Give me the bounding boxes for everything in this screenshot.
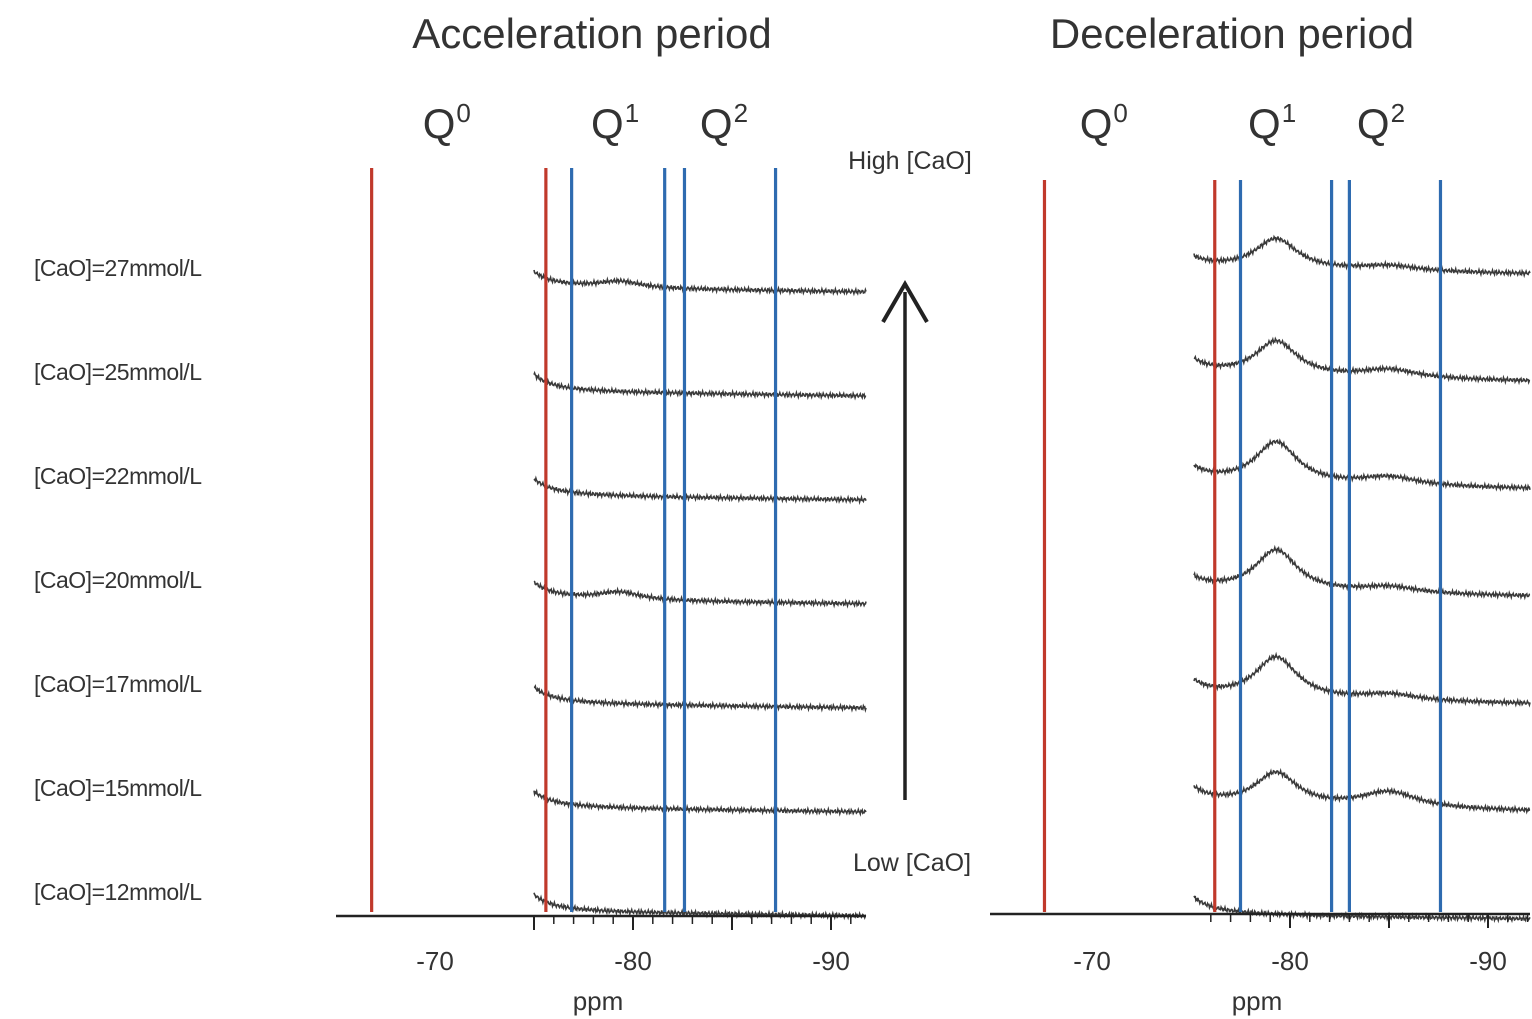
x-tick-label: -80 <box>614 946 652 976</box>
spectrum-trace <box>533 684 867 713</box>
species-label-q0: Q0 <box>1080 98 1128 147</box>
species-label-q1: Q1 <box>1248 98 1296 147</box>
x-tick-label: -90 <box>1469 946 1507 976</box>
spectrum-trace <box>1193 651 1531 708</box>
spectrum-trace <box>533 475 867 506</box>
spectrum-trace <box>1193 895 1531 924</box>
high-cao-label: High [CaO] <box>848 147 972 175</box>
spectrum-trace <box>533 788 867 817</box>
series-label: [CaO]=20mmol/L <box>34 567 202 593</box>
spectrum-trace <box>1193 336 1531 386</box>
series-label: [CaO]=25mmol/L <box>34 359 202 385</box>
x-tick-label: -90 <box>812 946 850 976</box>
x-axis-title: ppm <box>573 986 624 1016</box>
spectrum-trace <box>1193 438 1531 493</box>
series-label: [CaO]=22mmol/L <box>34 463 202 489</box>
spectrum-trace <box>1193 767 1531 815</box>
panel-title: Deceleration period <box>1050 10 1414 57</box>
species-label-q2: Q2 <box>700 98 748 147</box>
spectrum-trace <box>533 269 867 297</box>
series-label: [CaO]=17mmol/L <box>34 671 202 697</box>
concentration-arrow: High [CaO] Low [CaO] <box>848 147 972 877</box>
x-tick-label: -70 <box>1073 946 1111 976</box>
species-label-q1: Q1 <box>591 98 639 147</box>
series-label: [CaO]=27mmol/L <box>34 255 202 281</box>
panel-title: Acceleration period <box>412 10 772 57</box>
arrow-head <box>881 280 929 324</box>
spectra-panel-deceleration: Deceleration period Q0 Q1 Q2 -70 -80 -90 ppm <box>990 10 1531 1016</box>
spectrum-trace <box>533 580 867 609</box>
spectrum-trace <box>1193 234 1531 279</box>
series-label: [CaO]=12mmol/L <box>34 879 202 905</box>
spectrum-trace <box>533 892 867 921</box>
series-label: [CaO]=15mmol/L <box>34 775 202 801</box>
spectra-panel-acceleration: Acceleration period Q0 Q1 Q2 [CaO]=27mmol/L [… <box>34 10 867 1016</box>
x-tick-label: -70 <box>416 946 454 976</box>
x-tick-label: -80 <box>1271 946 1309 976</box>
spectrum-trace <box>533 370 867 401</box>
species-label-q0: Q0 <box>423 98 471 147</box>
spectrum-trace <box>1193 544 1531 601</box>
x-axis-title: ppm <box>1232 986 1283 1016</box>
low-cao-label: Low [CaO] <box>853 849 971 877</box>
species-label-q2: Q2 <box>1357 98 1405 147</box>
